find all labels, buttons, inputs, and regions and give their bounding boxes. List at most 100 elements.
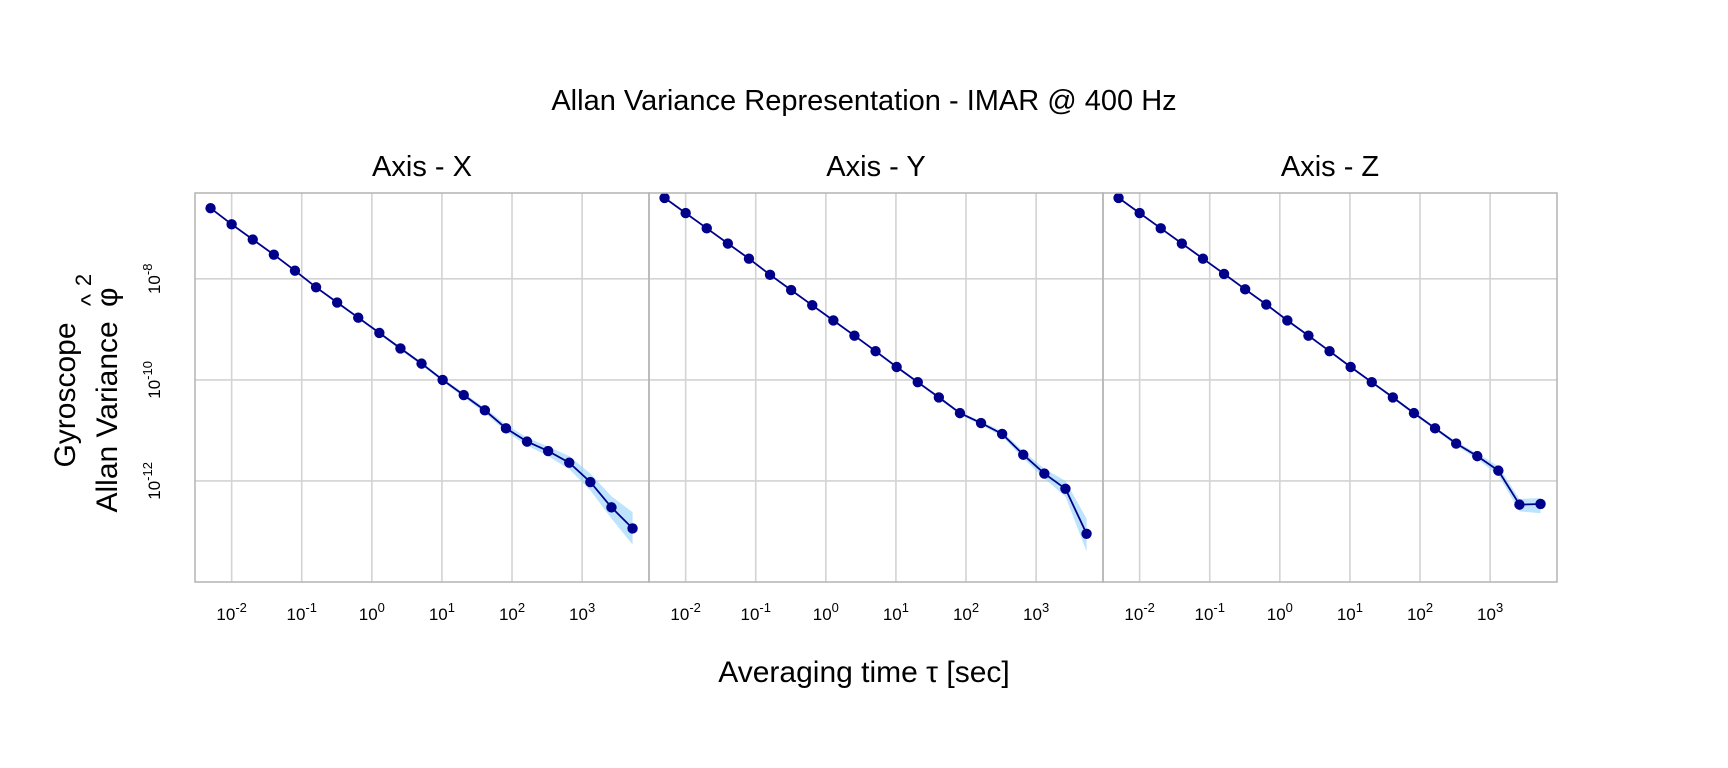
x-tick-label: 102 xyxy=(499,600,525,624)
data-point xyxy=(310,282,322,293)
x-tick-exponent: 3 xyxy=(1042,600,1049,615)
data-point xyxy=(1218,268,1230,280)
x-tick-label: 103 xyxy=(569,600,595,624)
data-point xyxy=(1239,284,1251,295)
x-tick-exponent: 0 xyxy=(832,600,839,615)
x-tick-label: 100 xyxy=(813,600,839,624)
y-tick-exponent: -8 xyxy=(140,264,155,276)
x-tick-exponent: -2 xyxy=(689,600,701,615)
x-tick-base: 10 xyxy=(1124,605,1143,624)
data-point xyxy=(1155,223,1166,234)
chart-title: Allan Variance Representation - IMAR @ 4… xyxy=(551,85,1176,117)
x-tick-base: 10 xyxy=(670,605,689,624)
x-tick-exponent: 3 xyxy=(588,600,595,615)
x-tick-label: 10-1 xyxy=(287,600,317,624)
y-tick-base: 10 xyxy=(145,380,164,399)
y-tick-label: 10-12 xyxy=(140,462,164,500)
x-tick-base: 10 xyxy=(499,605,518,624)
data-point xyxy=(585,476,596,488)
data-point xyxy=(1018,449,1029,460)
data-point xyxy=(1366,377,1377,388)
x-tick-exponent: 3 xyxy=(1496,600,1503,615)
data-point xyxy=(1081,528,1092,539)
x-tick-base: 10 xyxy=(429,605,448,624)
x-tick-label: 100 xyxy=(359,600,385,624)
data-point xyxy=(954,407,966,419)
data-point xyxy=(891,361,902,373)
x-tick-exponent: 1 xyxy=(902,600,909,615)
x-tick-exponent: -1 xyxy=(759,600,771,615)
x-tick-label: 100 xyxy=(1267,600,1293,624)
x-tick-label: 101 xyxy=(883,600,909,624)
x-tick-base: 10 xyxy=(1195,605,1214,624)
x-tick-base: 10 xyxy=(216,605,235,624)
data-point xyxy=(1429,423,1441,434)
y-axis-label-symbol: φ xyxy=(91,287,124,306)
data-point xyxy=(289,265,301,276)
data-point xyxy=(849,330,860,341)
data-point xyxy=(870,345,881,357)
y-axis-label-line2: Allan Variance φ xyxy=(91,287,124,512)
data-point xyxy=(1472,450,1483,462)
x-tick-base: 10 xyxy=(883,605,902,624)
x-tick-exponent: -2 xyxy=(1143,600,1155,615)
confidence-band xyxy=(664,197,1087,552)
x-tick-exponent: 2 xyxy=(972,600,979,615)
data-point xyxy=(1261,299,1272,310)
data-point xyxy=(226,219,237,230)
data-point xyxy=(1324,345,1335,357)
x-tick-base: 10 xyxy=(1023,605,1042,624)
data-point xyxy=(1060,483,1071,494)
y-tick-base: 10 xyxy=(145,481,164,500)
x-tick-base: 10 xyxy=(741,605,760,624)
data-point xyxy=(1450,438,1462,449)
data-point xyxy=(807,300,818,311)
data-point xyxy=(1493,465,1504,476)
data-point xyxy=(1039,468,1050,479)
data-point xyxy=(353,312,364,323)
data-point xyxy=(374,327,385,339)
x-tick-label: 10-2 xyxy=(1124,600,1154,624)
data-point xyxy=(627,523,638,534)
x-tick-label: 101 xyxy=(429,600,455,624)
data-point xyxy=(1535,498,1546,510)
data-point xyxy=(1197,253,1209,264)
data-point xyxy=(659,192,670,204)
x-tick-exponent: 0 xyxy=(1286,600,1293,615)
y-axis-label-line1: Gyroscope xyxy=(49,322,82,467)
x-tick-base: 10 xyxy=(287,605,306,624)
x-tick-label: 10-1 xyxy=(1195,600,1225,624)
data-point xyxy=(331,297,343,308)
y-axis-label-line2-text: Allan Variance xyxy=(91,321,124,512)
panel-title: Axis - X xyxy=(372,151,472,183)
data-point xyxy=(785,284,797,296)
data-point xyxy=(1303,330,1314,341)
data-point xyxy=(395,343,406,354)
x-tick-base: 10 xyxy=(1407,605,1426,624)
data-point xyxy=(996,428,1008,440)
data-point xyxy=(268,249,280,260)
data-point xyxy=(500,423,512,434)
x-tick-exponent: -2 xyxy=(235,600,247,615)
x-tick-exponent: 2 xyxy=(518,600,525,615)
panel-border xyxy=(194,192,650,583)
y-tick-base: 10 xyxy=(145,275,164,294)
data-point xyxy=(1408,407,1420,419)
data-point xyxy=(1134,207,1145,219)
data-point xyxy=(701,223,712,234)
data-point xyxy=(542,445,554,457)
x-tick-exponent: -1 xyxy=(1213,600,1225,615)
x-tick-base: 10 xyxy=(1477,605,1496,624)
x-tick-label: 101 xyxy=(1337,600,1363,624)
x-tick-label: 10-1 xyxy=(741,600,771,624)
data-point xyxy=(933,392,945,403)
x-tick-base: 10 xyxy=(359,605,378,624)
data-point xyxy=(743,253,755,264)
data-point xyxy=(437,374,448,386)
data-point xyxy=(912,377,923,388)
data-point xyxy=(1176,238,1188,249)
y-tick-label: 10-8 xyxy=(140,264,164,294)
x-tick-label: 103 xyxy=(1477,600,1503,624)
x-axis-label: Averaging time τ [sec] xyxy=(718,656,1009,689)
